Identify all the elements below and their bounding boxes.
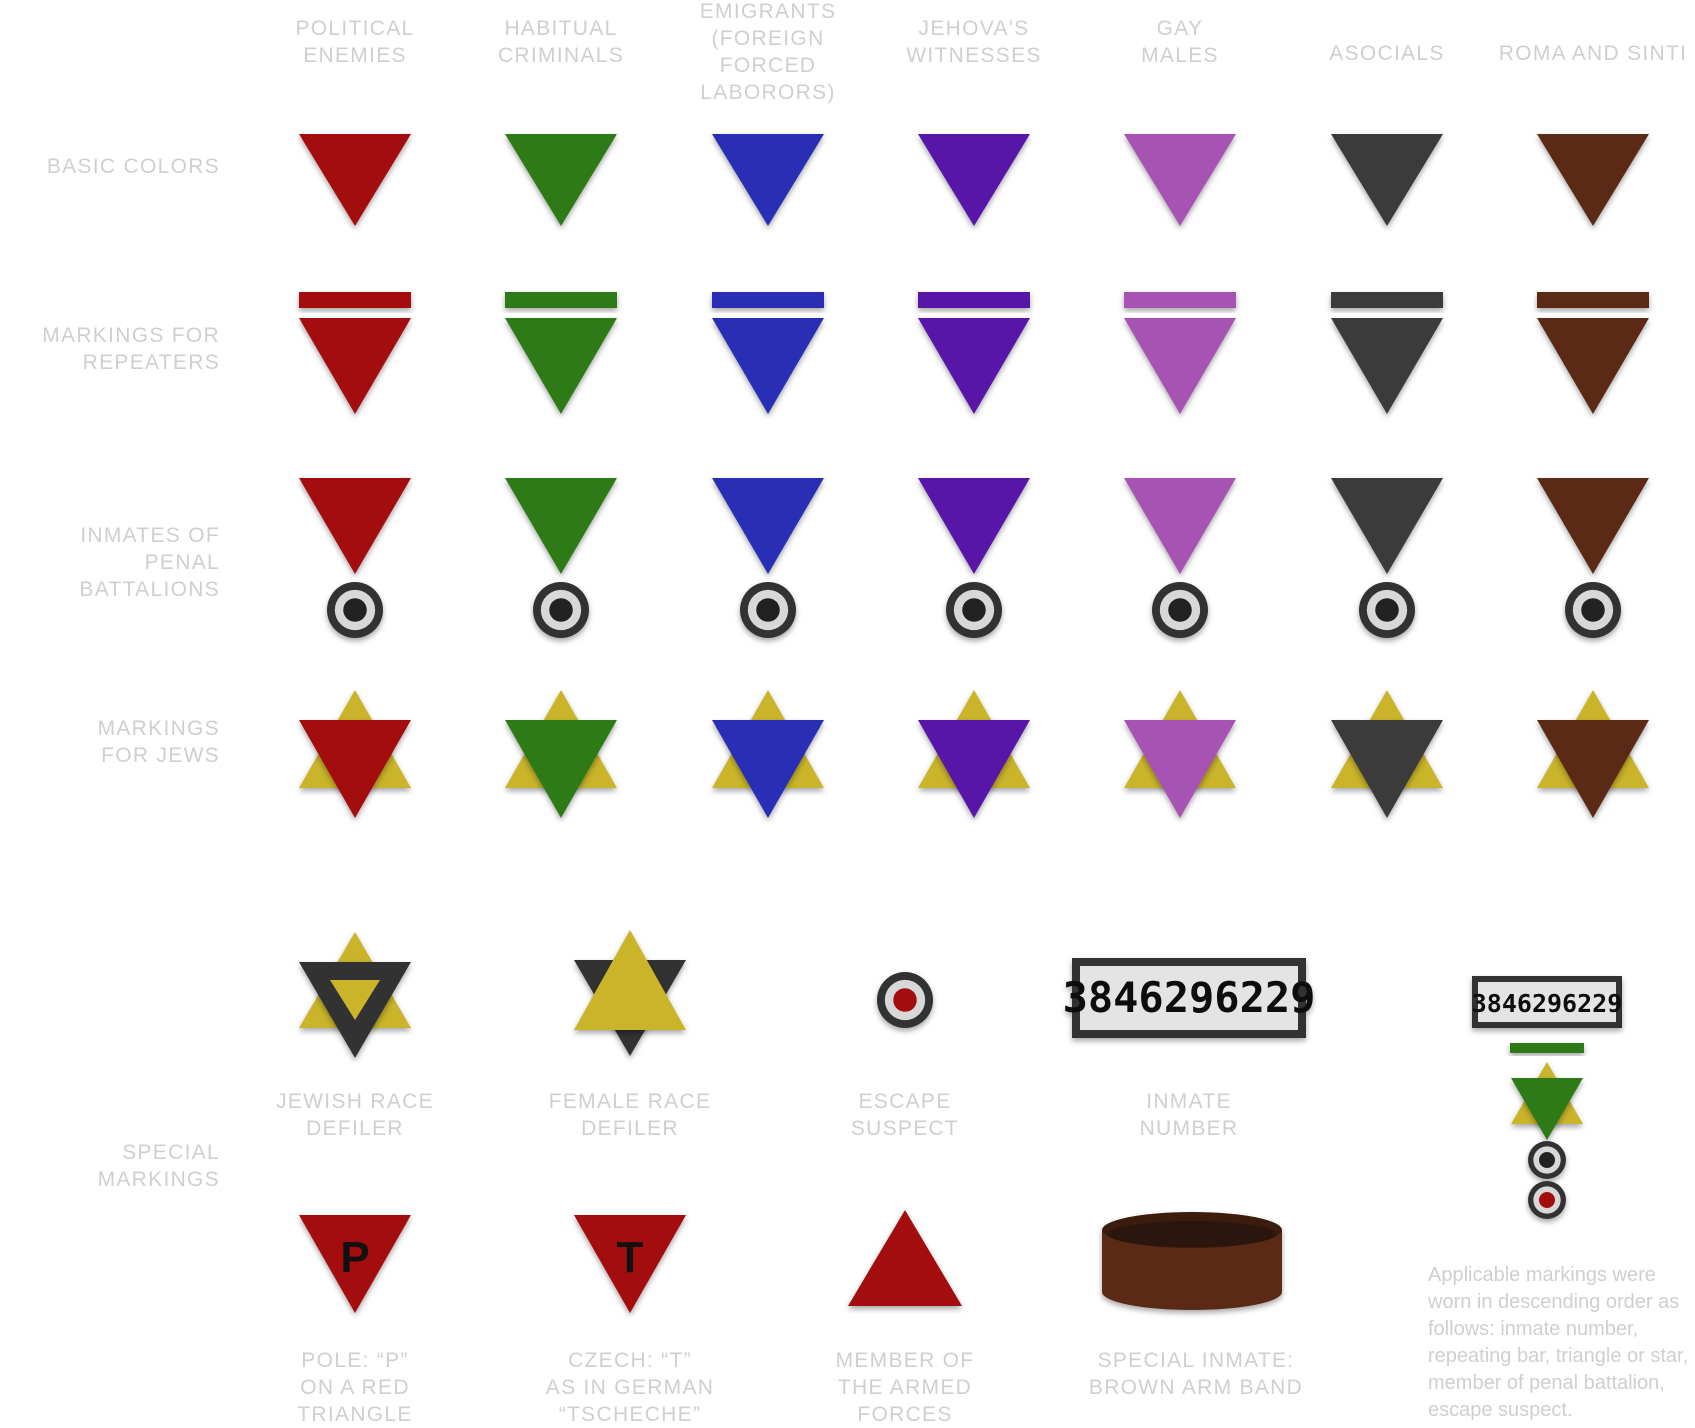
row-header: MARKINGS FOR JEWS — [97, 717, 220, 767]
column-header: EMIGRANTS (FOREIGN FORCED LABORORS) — [699, 0, 837, 104]
marking-order-stack: 3846296229 — [1472, 976, 1623, 1219]
repeater-triangle — [918, 318, 1030, 414]
penal-triangle — [712, 478, 824, 574]
special-caption: INMATE NUMBER — [1139, 1090, 1239, 1140]
basic-triangle — [918, 134, 1030, 226]
penal-triangle — [1537, 478, 1649, 574]
column-header: POLITICAL ENEMIES — [295, 17, 415, 67]
inmate-number-patch-icon: 3846296229 — [1063, 958, 1316, 1038]
triangle-letter: T — [617, 1233, 644, 1282]
penal-battalion-disc — [946, 582, 1002, 638]
repeater-triangle — [1537, 318, 1649, 414]
repeater-bar — [505, 292, 617, 308]
penal-battalion-disc — [1152, 582, 1208, 638]
repeater-bar — [1537, 292, 1649, 308]
jew-triangle — [299, 720, 411, 818]
repeater-bar — [918, 292, 1030, 308]
basic-triangle — [712, 134, 824, 226]
special-caption: POLE: “P” ON A RED TRIANGLE — [297, 1349, 413, 1426]
column-header: GAY MALES — [1141, 17, 1219, 67]
small-number-patch: 3846296229 — [1472, 976, 1623, 1028]
repeater-bar — [299, 292, 411, 308]
basic-triangle — [1331, 134, 1443, 226]
pole-triangle-icon: P — [299, 1215, 411, 1313]
red-triangle — [574, 1215, 686, 1313]
inner-yellow — [330, 980, 380, 1020]
repeater-triangle — [505, 318, 617, 414]
penal-battalion-disc — [327, 582, 383, 638]
armed-forces-triangle-icon — [848, 1210, 962, 1306]
red-triangle — [299, 1215, 411, 1313]
basic-triangle — [505, 134, 617, 226]
brown-arm-band-icon — [1102, 1212, 1282, 1310]
column-header: ROMA AND SINTI — [1498, 42, 1688, 65]
small-green-triangle — [1511, 1078, 1583, 1140]
triangle-letter: P — [340, 1233, 369, 1282]
jew-triangle — [1124, 720, 1236, 818]
special-caption: ESCAPE SUSPECT — [850, 1090, 960, 1140]
czech-triangle-icon: T — [574, 1215, 686, 1313]
penal-triangle — [918, 478, 1030, 574]
special-caption: SPECIAL INMATE: BROWN ARM BAND — [1088, 1349, 1304, 1399]
penal-triangle — [505, 478, 617, 574]
basic-triangle — [1537, 134, 1649, 226]
repeater-bar — [1124, 292, 1236, 308]
repeater-bar — [1331, 292, 1443, 308]
row-header: BASIC COLORS — [46, 155, 220, 178]
repeater-triangle — [712, 318, 824, 414]
row-header: INMATES OF PENAL BATTALIONS — [79, 524, 220, 601]
small-repeater-bar — [1510, 1043, 1584, 1053]
escape-suspect-icon — [877, 972, 933, 1028]
order-note: Applicable markings were worn in descend… — [1428, 1264, 1689, 1421]
special-caption: JEWISH RACE DEFILER — [276, 1090, 434, 1140]
basic-triangle — [1124, 134, 1236, 226]
column-header: ASOCIALS — [1329, 42, 1445, 65]
repeater-triangle — [1124, 318, 1236, 414]
penal-battalion-disc — [740, 582, 796, 638]
row-header: MARKINGS FOR REPEATERS — [42, 324, 220, 374]
column-header: HABITUAL CRIMINALS — [497, 17, 625, 67]
column-header: JEHOVA'S WITNESSES — [906, 17, 1042, 67]
yellow-triangle — [574, 930, 686, 1030]
repeater-bar — [712, 292, 824, 308]
penal-triangle — [1124, 478, 1236, 574]
penal-triangle — [299, 478, 411, 574]
jew-triangle — [712, 720, 824, 818]
special-caption: CZECH: “T” AS IN GERMAN “TSCHECHE” — [545, 1349, 715, 1426]
penal-battalion-disc — [1359, 582, 1415, 638]
small-penal-disc — [1528, 1141, 1566, 1179]
jew-triangle — [918, 720, 1030, 818]
repeater-triangle — [299, 318, 411, 414]
special-caption: MEMBER OF THE ARMED FORCES — [835, 1349, 975, 1426]
repeater-triangle — [1331, 318, 1443, 414]
inmate-number-text: 3846296229 — [1063, 973, 1316, 1022]
jew-triangle — [1331, 720, 1443, 818]
row-header: SPECIAL MARKINGS — [97, 1141, 220, 1191]
penal-battalion-disc — [533, 582, 589, 638]
small-inmate-number-text: 3846296229 — [1472, 989, 1623, 1018]
jew-triangle — [505, 720, 617, 818]
penal-triangle — [1331, 478, 1443, 574]
penal-battalion-disc — [1565, 582, 1621, 638]
special-caption: FEMALE RACE DEFILER — [548, 1090, 712, 1140]
jew-triangle — [1537, 720, 1649, 818]
basic-triangle — [299, 134, 411, 226]
small-escape-disc — [1528, 1181, 1566, 1219]
